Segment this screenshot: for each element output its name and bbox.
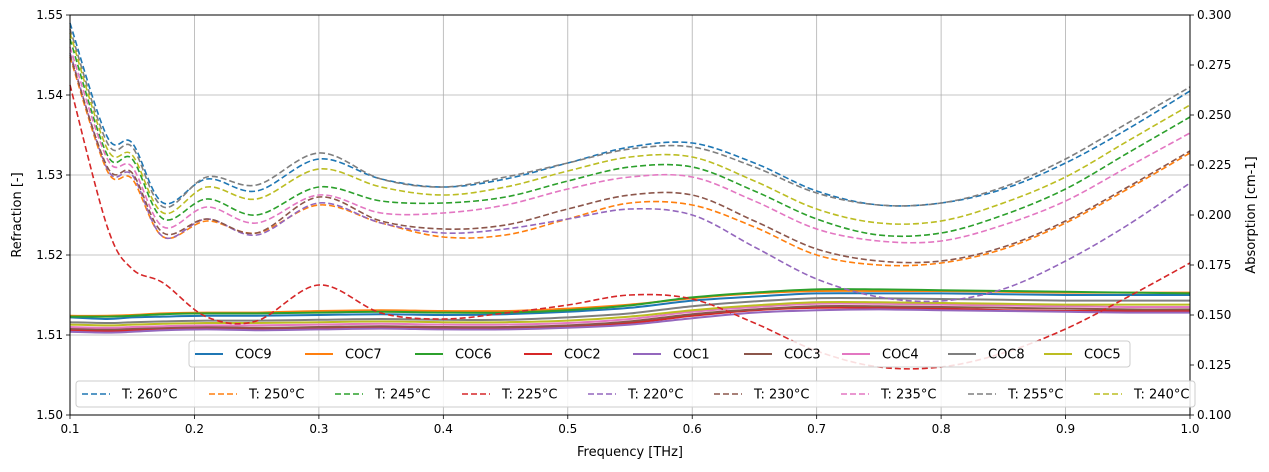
legend-label-coc1: COC1 <box>673 348 710 363</box>
x-tick-label: 0.7 <box>807 422 826 436</box>
x-tick-label: 0.6 <box>683 422 702 436</box>
y-tick-label-left: 1.52 <box>36 248 63 262</box>
legend-label-coc4: COC4 <box>882 348 919 363</box>
y-tick-label-right: 0.300 <box>1197 8 1231 22</box>
legend-label-coc3: COC3 <box>784 348 821 363</box>
absorption-line-t-260-c <box>69 22 1191 207</box>
legend-label-coc7: COC7 <box>345 348 382 363</box>
x-axis-label: Frequency [THz] <box>577 445 683 460</box>
legend-label-coc5: COC5 <box>1084 348 1121 363</box>
x-tick-label: 0.2 <box>185 422 204 436</box>
absorption-line-t-245-c <box>69 38 1191 238</box>
legend-label-t-225-c: T: 225°C <box>501 388 557 403</box>
y-tick-label-right: 0.275 <box>1197 58 1231 72</box>
legend-label-t-220-c: T: 220°C <box>627 388 683 403</box>
legend-refraction: COC9 COC7 COC6 COC2 COC1 COC3 COC4 COC8 COC5 <box>188 340 1131 368</box>
y-tick-label-right: 0.250 <box>1197 108 1231 122</box>
y-tick-label-right: 0.175 <box>1197 258 1231 272</box>
refraction-line-coc8 <box>69 296 1190 325</box>
y-tick-label-right: 0.150 <box>1197 308 1231 322</box>
legend-label-coc9: COC9 <box>235 348 272 363</box>
legend-absorption: T: 260°C T: 250°C T: 245°C T: 225°C T: 220°C… <box>75 380 1196 408</box>
legend-label-t-240-c: T: 240°C <box>1133 388 1189 403</box>
legend-label-t-260-c: T: 260°C <box>121 388 177 403</box>
x-tick-label: 1.0 <box>1180 422 1199 436</box>
legend-label-t-255-c: T: 255°C <box>1007 388 1063 403</box>
legend-label-coc8: COC8 <box>988 348 1025 363</box>
refraction-line-coc4 <box>69 302 1191 329</box>
x-tick-label: 0.8 <box>932 422 951 436</box>
lines-layer <box>69 22 1191 370</box>
y-tick-label-left: 1.51 <box>36 328 63 342</box>
absorption-line-t-255-c <box>69 28 1191 209</box>
x-tick-label: 0.9 <box>1056 422 1075 436</box>
y-tick-label-left: 1.54 <box>36 88 63 102</box>
legend-label-coc2: COC2 <box>564 348 601 363</box>
absorption-line-t-250-c <box>69 56 1191 267</box>
y-axis-right-label: Absorption [cm-1] <box>1244 156 1259 273</box>
refraction-line-coc5 <box>69 300 1190 327</box>
absorption-line-t-220-c <box>69 52 1191 303</box>
legend-label-t-230-c: T: 230°C <box>753 388 809 403</box>
x-tick-label: 0.1 <box>60 422 79 436</box>
legend-label-t-250-c: T: 250°C <box>248 388 304 403</box>
absorption-line-t-225-c <box>69 84 1191 370</box>
y-axis-left-label: Refraction [-] <box>10 172 25 257</box>
x-tick-label: 0.4 <box>434 422 453 436</box>
axes-layer: 0.1 0.2 0.3 0.4 0.5 0.6 0.7 0.8 0.9 1.0 1.50 1.51 1.… <box>36 8 1231 436</box>
legend-label-t-245-c: T: 245°C <box>374 388 430 403</box>
absorption-line-t-240-c <box>69 32 1191 225</box>
absorption-line-t-235-c <box>69 46 1191 244</box>
absorption-line-t-230-c <box>69 54 1191 264</box>
y-tick-label-left: 1.50 <box>36 408 63 422</box>
refraction-line-coc9 <box>69 292 1190 321</box>
y-tick-label-right: 0.125 <box>1197 358 1231 372</box>
legend-label-coc6: COC6 <box>455 348 492 363</box>
x-tick-label: 0.3 <box>309 422 328 436</box>
legend-label-t-235-c: T: 235°C <box>880 388 936 403</box>
y-tick-label-right: 0.200 <box>1197 208 1231 222</box>
x-tick-label: 0.5 <box>558 422 577 436</box>
legend-absorption-frame <box>75 380 1196 408</box>
refraction-line-coc6 <box>69 288 1191 318</box>
refraction-line-coc1 <box>69 308 1191 334</box>
refraction-line-coc3 <box>69 304 1191 331</box>
y-tick-label-left: 1.53 <box>36 168 63 182</box>
y-tick-label-left: 1.55 <box>36 8 63 22</box>
y-tick-label-right: 0.225 <box>1197 158 1231 172</box>
y-tick-label-right: 0.100 <box>1197 408 1231 422</box>
